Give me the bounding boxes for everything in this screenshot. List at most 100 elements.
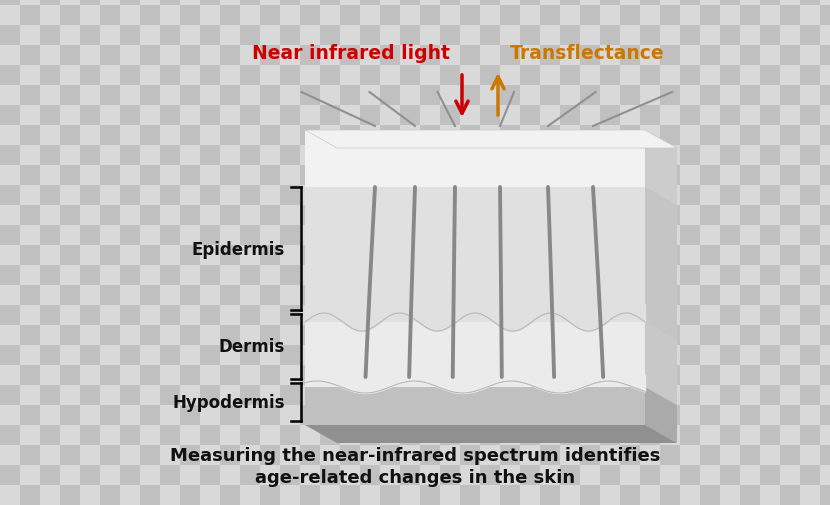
Bar <box>140 345 160 365</box>
Bar <box>740 445 760 465</box>
Bar <box>820 206 830 226</box>
Bar <box>740 485 760 505</box>
Bar <box>620 66 640 86</box>
Bar <box>600 86 620 106</box>
Bar <box>140 385 160 405</box>
Bar <box>200 385 220 405</box>
Bar <box>780 365 800 385</box>
Bar <box>760 485 780 505</box>
Bar <box>260 166 280 186</box>
Bar <box>480 385 500 405</box>
Bar <box>580 106 600 126</box>
Bar <box>220 385 240 405</box>
Bar <box>780 226 800 245</box>
Bar <box>160 425 180 445</box>
Bar <box>360 6 380 26</box>
Bar <box>180 445 200 465</box>
Bar <box>700 385 720 405</box>
Bar <box>580 445 600 465</box>
Bar <box>40 385 60 405</box>
Bar <box>360 365 380 385</box>
Bar <box>500 266 520 285</box>
Bar <box>100 245 120 266</box>
Bar <box>120 26 140 46</box>
Bar <box>800 86 820 106</box>
Bar <box>20 106 40 126</box>
Bar <box>680 226 700 245</box>
Bar <box>740 365 760 385</box>
Bar <box>820 6 830 26</box>
Bar <box>700 465 720 485</box>
Bar <box>400 445 420 465</box>
Bar <box>740 106 760 126</box>
Bar <box>800 0 820 6</box>
Bar <box>720 146 740 166</box>
Bar <box>300 186 320 206</box>
Bar <box>340 26 360 46</box>
Bar <box>40 6 60 26</box>
Bar <box>420 26 440 46</box>
Bar <box>220 425 240 445</box>
Bar <box>520 285 540 306</box>
Bar <box>640 126 660 146</box>
Bar <box>220 146 240 166</box>
Bar <box>0 46 20 66</box>
Bar <box>280 365 300 385</box>
Bar <box>360 186 380 206</box>
Bar <box>160 266 180 285</box>
Bar <box>660 146 680 166</box>
Bar <box>640 245 660 266</box>
Bar <box>720 106 740 126</box>
Bar <box>80 126 100 146</box>
Bar <box>360 425 380 445</box>
Bar <box>560 206 580 226</box>
Bar <box>520 66 540 86</box>
Bar <box>780 306 800 325</box>
Bar <box>620 306 640 325</box>
Bar <box>320 86 340 106</box>
Bar <box>740 465 760 485</box>
Bar <box>500 206 520 226</box>
Bar <box>200 186 220 206</box>
Bar <box>220 186 240 206</box>
Bar <box>60 6 80 26</box>
Bar <box>320 365 340 385</box>
Bar <box>660 445 680 465</box>
Bar <box>600 445 620 465</box>
Bar <box>440 405 460 425</box>
Bar <box>280 46 300 66</box>
Bar <box>460 325 480 345</box>
Bar <box>200 106 220 126</box>
Bar <box>480 106 500 126</box>
Bar <box>740 126 760 146</box>
Bar <box>800 66 820 86</box>
Bar <box>680 126 700 146</box>
Bar <box>360 226 380 245</box>
Bar <box>20 186 40 206</box>
Bar <box>20 245 40 266</box>
Bar <box>740 146 760 166</box>
Bar <box>620 485 640 505</box>
Bar <box>480 126 500 146</box>
Bar <box>40 245 60 266</box>
Bar <box>400 365 420 385</box>
Bar <box>560 266 580 285</box>
Bar <box>40 465 60 485</box>
Bar <box>540 206 560 226</box>
Bar <box>320 66 340 86</box>
Bar <box>380 325 400 345</box>
Bar <box>260 206 280 226</box>
Bar <box>380 206 400 226</box>
Bar <box>320 325 340 345</box>
Bar <box>540 226 560 245</box>
Bar <box>600 285 620 306</box>
Bar <box>260 0 280 6</box>
Bar <box>640 285 660 306</box>
Bar <box>440 245 460 266</box>
Bar <box>480 245 500 266</box>
Bar <box>300 6 320 26</box>
Bar <box>780 325 800 345</box>
Bar <box>580 345 600 365</box>
Bar <box>540 46 560 66</box>
Bar <box>280 106 300 126</box>
